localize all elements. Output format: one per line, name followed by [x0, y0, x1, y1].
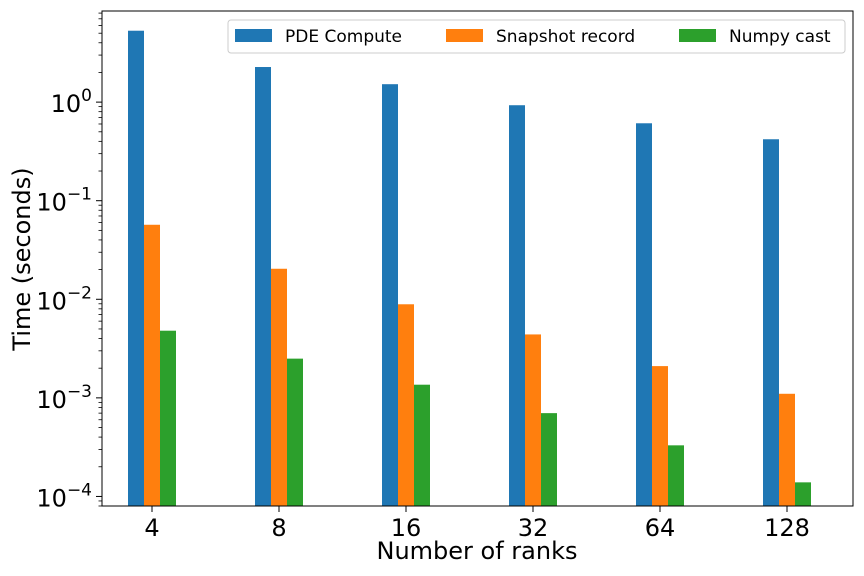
bars: [128, 30, 811, 507]
x-tick-label: 8: [271, 514, 286, 542]
bar-numpy-cast-32: [541, 413, 557, 506]
bar-snapshot-record-32: [525, 334, 541, 506]
x-tick-label: 64: [645, 514, 676, 542]
legend-label: PDE Compute: [285, 27, 402, 47]
x-tick-label: 32: [518, 514, 549, 542]
legend: PDE Compute Snapshot record Numpy cast: [227, 19, 846, 54]
x-axis-label: Number of ranks: [377, 537, 578, 565]
legend-swatch: [446, 29, 483, 42]
legend-frame: [227, 19, 846, 54]
y-tick-label: 100: [51, 86, 92, 118]
legend-label: Snapshot record: [496, 27, 635, 47]
y-tick-label: 10−2: [36, 283, 92, 315]
x-tick-label: 128: [764, 514, 810, 542]
plot-frame: [101, 10, 854, 507]
bar-numpy-cast-128: [795, 482, 811, 506]
bar-pde-compute-8: [255, 67, 271, 506]
y-axis-label: Time (seconds): [8, 167, 36, 351]
bar-numpy-cast-4: [160, 330, 176, 506]
x-tick-label: 16: [391, 514, 422, 542]
y-tick-label: 10−1: [36, 185, 92, 217]
bar-pde-compute-64: [636, 123, 652, 507]
bar-snapshot-record-16: [398, 304, 414, 506]
bar-pde-compute-32: [509, 105, 525, 507]
legend-label: Numpy cast: [729, 27, 831, 47]
bar-pde-compute-16: [382, 84, 398, 506]
bar-snapshot-record-8: [271, 268, 287, 506]
bar-snapshot-record-128: [779, 393, 795, 506]
bar-pde-compute-4: [128, 30, 144, 506]
y-tick-label: 10−3: [36, 382, 92, 414]
bar-snapshot-record-4: [144, 224, 160, 507]
bar-snapshot-record-64: [652, 366, 668, 506]
bar-numpy-cast-16: [414, 384, 430, 506]
x-tick-label: 4: [144, 514, 159, 542]
bar-pde-compute-128: [763, 139, 779, 506]
bar-numpy-cast-8: [287, 358, 303, 506]
bar-numpy-cast-64: [668, 445, 684, 506]
legend-swatch: [235, 29, 272, 42]
x-axis: 4 8 16 32 64 128: [144, 506, 810, 542]
y-tick-label: 10−4: [36, 480, 92, 512]
legend-swatch: [679, 29, 716, 42]
y-axis: 100 10−1 10−2 10−3 10−4: [36, 12, 102, 512]
